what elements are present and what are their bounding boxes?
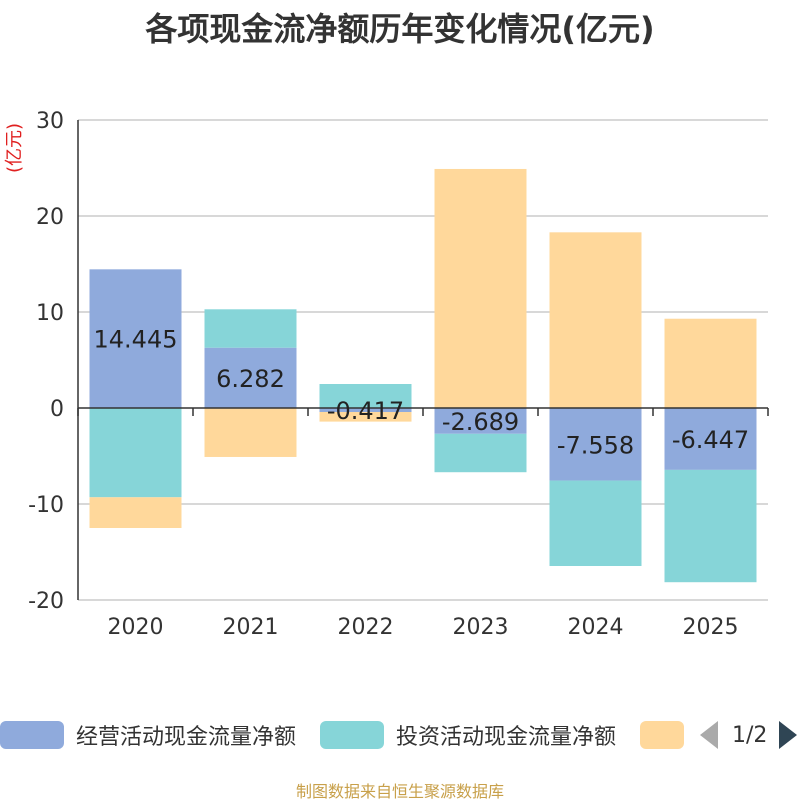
chart-title: 各项现金流净额历年变化情况(亿元) xyxy=(145,10,655,48)
legend-page-indicator: 1/2 xyxy=(732,722,768,748)
data-label: -0.417 xyxy=(327,397,404,425)
legend-swatch-financing xyxy=(640,721,684,749)
legend-swatch-investing xyxy=(320,721,384,749)
bar-layer xyxy=(89,168,757,583)
y-tick-label: -20 xyxy=(28,589,64,614)
axis-layer: 30 20 10 0 -10 -20 2020 2021 2022 2023 2024 2025 xyxy=(28,109,769,640)
y-tick-label: 30 xyxy=(36,109,64,134)
bar-2021-series-1 xyxy=(204,309,297,348)
bar-2020-series-1 xyxy=(89,408,182,498)
bar-2025-series-1 xyxy=(664,469,757,583)
bar-2022-series-0 xyxy=(319,408,412,413)
legend-label-operating: 经营活动现金流量净额 xyxy=(76,725,297,750)
legend-item-operating[interactable]: 经营活动现金流量净额 xyxy=(0,715,296,755)
legend: 经营活动现金流量净额 投资活动现金流量净额 1/2 xyxy=(0,715,800,755)
x-tick-label: 2020 xyxy=(108,615,164,640)
chart-canvas: 30 20 10 0 -10 -20 2020 2021 2022 2023 2024 2025 14… xyxy=(4,109,769,640)
data-label: -7.558 xyxy=(557,431,634,459)
bar-2022-series-2 xyxy=(319,412,412,422)
bar-2021-series-0 xyxy=(204,347,297,408)
legend-item-financing[interactable] xyxy=(640,715,684,755)
bar-2020-series-0 xyxy=(89,269,182,408)
bar-2020-series-2 xyxy=(89,497,182,528)
legend-next-icon[interactable] xyxy=(779,721,798,749)
data-label: -2.689 xyxy=(442,408,519,436)
bar-2025-series-0 xyxy=(664,408,757,470)
legend-item-investing[interactable]: 投资活动现金流量净额 xyxy=(320,715,616,755)
y-tick-label: 10 xyxy=(36,301,64,326)
y-tick-label: 20 xyxy=(36,205,64,230)
data-label: 6.282 xyxy=(216,365,285,393)
x-tick-label: 2025 xyxy=(683,615,739,640)
data-label: -6.447 xyxy=(672,426,749,454)
bar-2022-series-1 xyxy=(319,384,412,408)
y-tick-label: 0 xyxy=(50,397,64,422)
legend-prev-icon[interactable] xyxy=(700,721,718,749)
x-tick-label: 2022 xyxy=(338,615,394,640)
legend-label-investing: 投资活动现金流量净额 xyxy=(396,725,617,750)
label-layer: 14.445 6.282 -0.417 -2.689 -7.558 -6.447 xyxy=(94,326,750,460)
legend-swatch-operating xyxy=(0,721,64,749)
data-label: 14.445 xyxy=(94,326,178,354)
bar-2023-series-1 xyxy=(434,433,527,473)
bar-2024-series-1 xyxy=(549,480,642,566)
x-tick-label: 2023 xyxy=(453,615,509,640)
y-tick-label: -10 xyxy=(28,493,64,518)
grid-layer xyxy=(78,119,768,601)
bar-2021-series-2 xyxy=(204,408,297,457)
x-tick-label: 2021 xyxy=(223,615,279,640)
y-axis-label: (亿元) xyxy=(4,123,25,173)
x-tick-label: 2024 xyxy=(568,615,624,640)
data-source-note: 制图数据来自恒生聚源数据库 xyxy=(295,782,504,801)
bar-2023-series-0 xyxy=(434,408,527,434)
bar-2023-series-2 xyxy=(434,168,527,408)
bar-2025-series-2 xyxy=(664,318,757,408)
bar-2024-series-0 xyxy=(549,408,642,481)
legend-pager: 1/2 xyxy=(700,715,798,755)
bar-2024-series-2 xyxy=(549,232,642,408)
